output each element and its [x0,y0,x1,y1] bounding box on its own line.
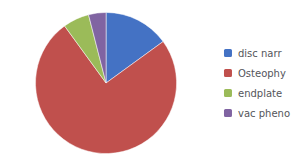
svg-text:vac pheno: vac pheno [238,108,290,119]
svg-text:Osteophy: Osteophy [238,68,286,79]
svg-text:disc narr: disc narr [238,48,282,59]
svg-text:endplate: endplate [238,88,282,99]
